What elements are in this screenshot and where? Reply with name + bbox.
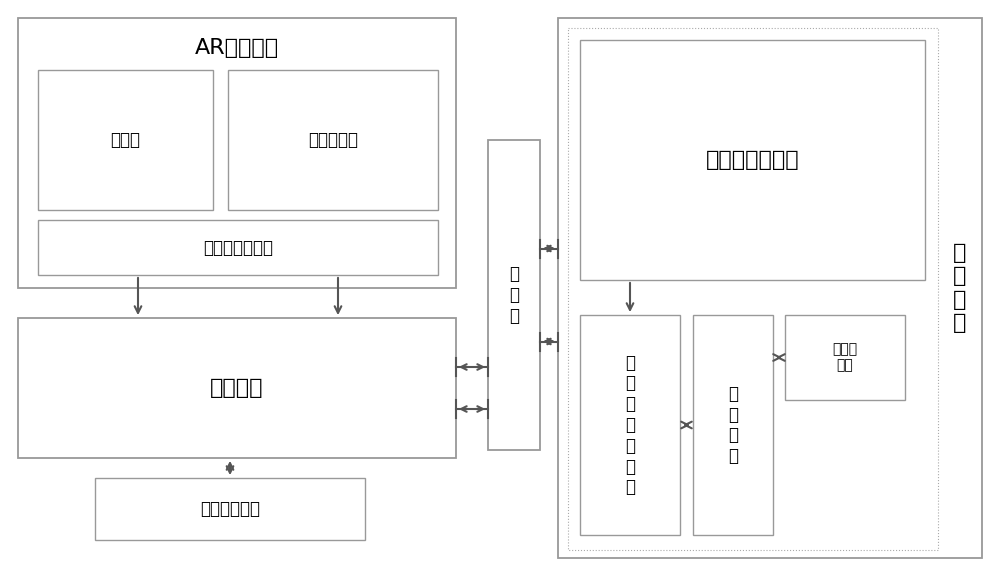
Text: 通讯网络: 通讯网络	[210, 378, 264, 398]
Bar	[568, 28, 938, 550]
Bar	[18, 318, 456, 458]
Text: 防
火
墙: 防 火 墙	[509, 265, 519, 325]
Bar	[488, 140, 540, 450]
Bar	[580, 315, 680, 535]
Bar	[228, 70, 438, 210]
Bar	[38, 70, 213, 210]
Text: 维修数
据库: 维修数 据库	[832, 343, 858, 372]
Bar	[38, 220, 438, 275]
Text: 移动视频服务器: 移动视频服务器	[706, 150, 799, 170]
Text: AR智能眼镜: AR智能眼镜	[195, 38, 279, 58]
Bar	[580, 40, 925, 280]
Bar	[558, 18, 982, 558]
Bar	[785, 315, 905, 400]
Text: 布控摄像头: 布控摄像头	[308, 131, 358, 149]
Text: 后
台
管
理
服
务
器: 后 台 管 理 服 务 器	[625, 354, 635, 496]
Bar	[18, 18, 456, 288]
Text: 移动通讯终端: 移动通讯终端	[200, 500, 260, 518]
Text: 云
端
平
台: 云 端 平 台	[953, 243, 967, 333]
Bar	[95, 478, 365, 540]
Bar	[693, 315, 773, 535]
Text: 智能眼镜处理器: 智能眼镜处理器	[203, 238, 273, 257]
Text: 接
口
服
务: 接 口 服 务	[728, 385, 738, 465]
Text: 麦克风: 麦克风	[110, 131, 140, 149]
